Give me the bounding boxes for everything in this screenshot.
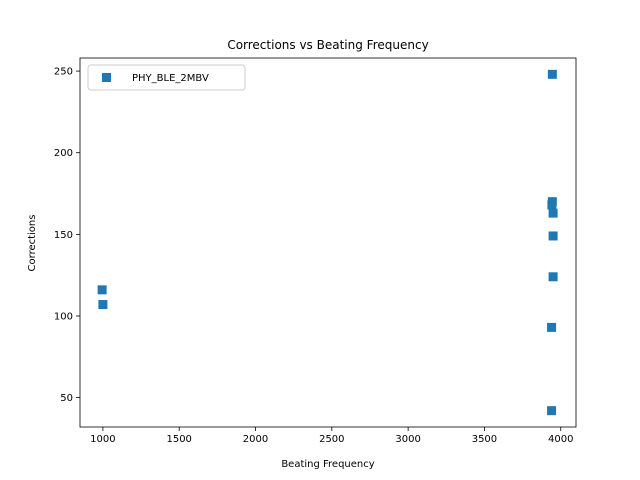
axes-frame: [79, 57, 577, 428]
data-point: [97, 285, 107, 295]
legend-marker: [102, 73, 111, 82]
data-point: [98, 300, 108, 310]
x-tick-label: 1500: [166, 434, 191, 445]
legend: PHY_BLE_2MBV: [87, 64, 246, 91]
data-point: [547, 69, 557, 79]
x-axis-label: Beating Frequency: [281, 459, 374, 470]
legend-box: [87, 64, 246, 91]
y-tick-label: 150: [54, 230, 73, 241]
x-tick-label: 2500: [319, 434, 344, 445]
x-tick-label: 3000: [395, 434, 420, 445]
y-tick-label: 100: [54, 311, 73, 322]
y-axis-label: Corrections: [27, 215, 38, 272]
data-point: [548, 231, 558, 241]
data-point: [547, 406, 557, 416]
x-tick-label: 2000: [243, 434, 268, 445]
x-tick-label: 1000: [90, 434, 115, 445]
x-tick-label: 3500: [472, 434, 497, 445]
data-point: [547, 200, 557, 210]
data-point: [547, 322, 557, 332]
chart-title: Corrections vs Beating Frequency: [227, 38, 428, 52]
x-tick-label: 4000: [548, 434, 573, 445]
data-point: [548, 272, 558, 282]
y-tick-label: 250: [54, 67, 73, 78]
y-tick-label: 50: [60, 393, 73, 404]
plot-area: 1000 1500 2000 2500 3000 3500 4000 50 100 150 200 2…: [54, 57, 577, 445]
legend-entry-label: PHY_BLE_2MBV: [132, 73, 209, 84]
y-tick-label: 200: [54, 148, 73, 159]
data-point: [548, 208, 558, 218]
